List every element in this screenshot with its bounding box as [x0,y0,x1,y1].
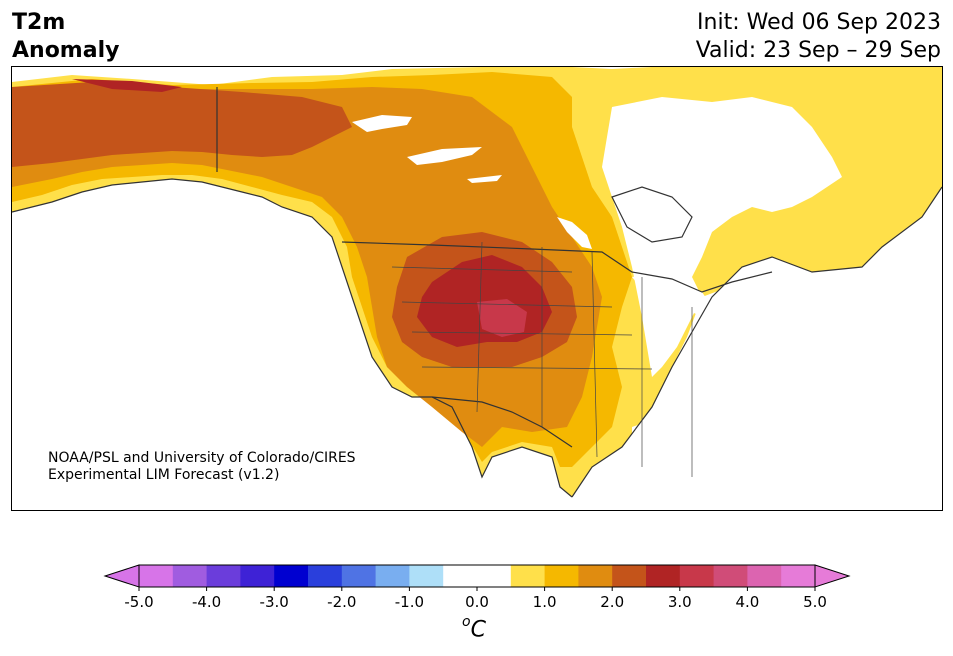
coastline-west [12,178,573,498]
credit-text: NOAA/PSL and University of Colorado/CIRE… [48,450,356,484]
region-anomaly-5-alaska [72,79,182,92]
unit-superscript: o [462,614,471,630]
region-anomaly-6 [477,299,527,337]
colorbar-swatch [510,565,546,587]
colorbar-tick-label: -2.0 [327,593,356,611]
colorbar-extend-low [103,564,140,588]
boundaries [12,87,942,498]
colorbar-swatch [206,565,241,587]
colorbar-tick-label: -4.0 [192,593,221,611]
colorbar: -5.0 -4.0 -3.0 -2.0 -1.0 0.0 1.0 2.0 3.0 4.0 5.0 [0,560,953,650]
colorbar-unit: oC [462,614,486,643]
unit-base: C [470,617,486,643]
colorbar-swatch [308,565,343,587]
colorbar-swatch [443,565,478,587]
hudson-bay [611,186,693,243]
great-lakes [632,272,712,317]
lake-athabasca [467,175,502,183]
lakes [352,115,712,317]
region-anomaly-4 [12,82,352,167]
coastline-east [571,186,942,498]
colorbar-swatch [781,565,816,587]
colorbar-swatch [139,565,174,587]
colorbar-tick-label: 2.0 [600,593,624,611]
colorbar-swatch [747,565,782,587]
credit-line-2: Experimental LIM Forecast (v1.2) [48,467,280,483]
colorbar-swatch [578,565,613,587]
forecast-dates: Init: Wed 06 Sep 2023 Valid: 23 Sep – 29… [696,9,941,65]
colorbar-tick-label: -3.0 [260,593,289,611]
great-slave-lake [407,147,482,165]
colorbar-swatch [612,565,647,587]
colorbar-swatch [341,565,377,587]
colorbar-tick-label: -1.0 [395,593,424,611]
colorbar-tick-label: 1.0 [533,593,557,611]
region-neutral-east-us [652,272,872,487]
map-canvas [12,67,942,510]
us-mexico-border [431,396,573,448]
anomaly-map [11,66,943,511]
colorbar-tick-label: 3.0 [668,593,692,611]
colorbar-swatch [544,565,579,587]
colorbar-swatch [172,565,208,587]
map-title: T2m Anomaly [12,9,119,65]
colorbar-swatch [409,565,444,587]
anomaly-shading [12,67,942,497]
init-date: Init: Wed 06 Sep 2023 [697,10,941,35]
colorbar-swatch [477,565,512,587]
colorbar-svg: -5.0 -4.0 -3.0 -2.0 -1.0 0.0 1.0 2.0 3.0 4.0 5.0 [103,564,851,611]
state-lines [391,241,693,477]
region-neutral-east-canada [602,97,842,377]
colorbar-tick-label: 0.0 [465,593,489,611]
great-bear-lake [352,115,412,132]
colorbar-swatch [646,565,681,587]
valid-range: Valid: 23 Sep – 29 Sep [695,38,941,63]
colorbar-tick-label: -5.0 [124,593,153,611]
credit-line-1: NOAA/PSL and University of Colorado/CIRE… [48,450,356,466]
colorbar-extend-high [814,564,851,588]
title-line-1: T2m [12,10,66,35]
colorbar-swatch [274,565,309,587]
colorbar-swatch [375,565,410,587]
colorbar-tick-label: 4.0 [735,593,759,611]
colorbar-tick-label: 5.0 [803,593,827,611]
title-line-2: Anomaly [12,38,120,63]
us-canada-border [341,241,773,293]
colorbar-swatch [240,565,275,587]
colorbar-swatch [679,565,715,587]
lake-winnipeg [557,217,592,249]
colorbar-swatch [713,565,748,587]
